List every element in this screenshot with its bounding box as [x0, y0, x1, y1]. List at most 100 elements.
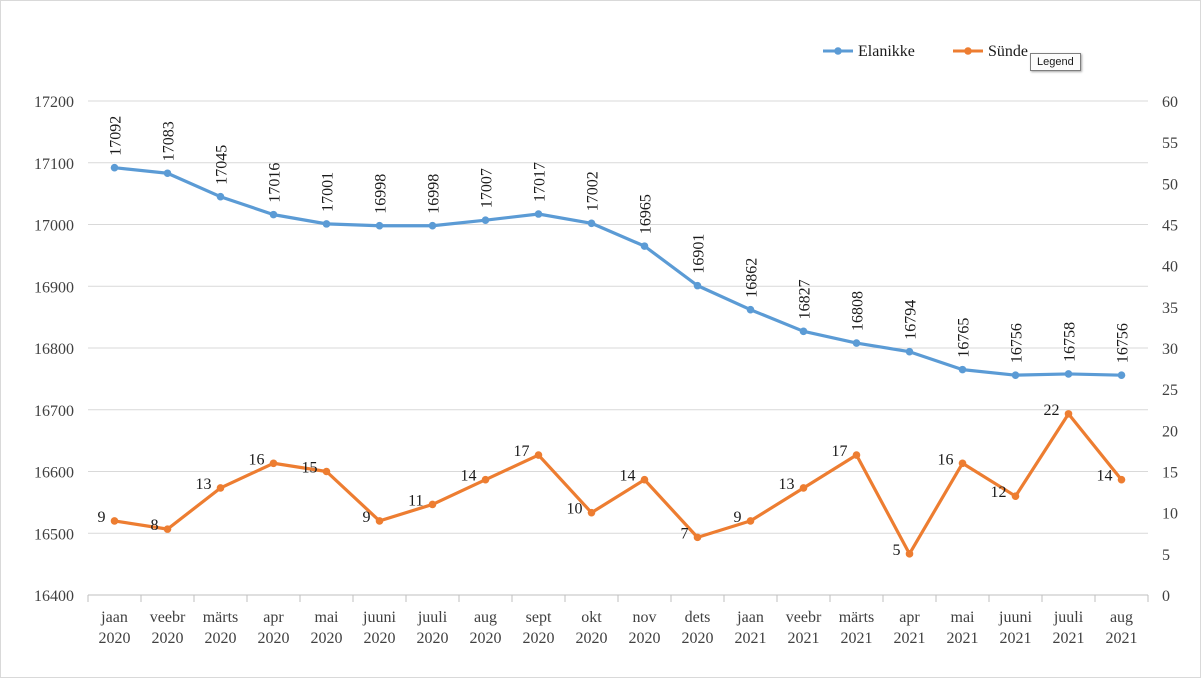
y-left-tick-label: 16400 — [34, 588, 74, 605]
series-line — [112, 166, 1124, 377]
x-tick-label: märts — [839, 609, 875, 626]
y-right-tick-label: 5 — [1162, 547, 1170, 564]
x-tick-label-year: 2021 — [788, 630, 820, 647]
population-data-label: 17001 — [320, 172, 337, 212]
data-point — [428, 500, 437, 509]
x-tick-label: juuli — [417, 609, 448, 626]
population-data-label: 17002 — [585, 171, 602, 211]
births-data-label: 13 — [196, 476, 212, 493]
legend-entry-label[interactable]: Elanikke — [858, 43, 915, 60]
x-tick-label: juuli — [1053, 609, 1084, 626]
legend-tooltip: Legend — [1030, 53, 1081, 71]
x-tick-label: dets — [685, 609, 711, 626]
x-tick-label-year: 2021 — [841, 630, 873, 647]
x-tick-label-year: 2021 — [1000, 630, 1032, 647]
x-tick-label-year: 2020 — [364, 630, 396, 647]
data-point — [375, 517, 384, 525]
data-point — [958, 459, 967, 468]
data-point — [905, 550, 914, 558]
data-point — [269, 210, 278, 219]
y-right-tick-label: 10 — [1162, 506, 1178, 523]
population-data-label: 17007 — [479, 168, 496, 208]
y-left-tick-label: 16900 — [34, 279, 74, 296]
data-point — [852, 339, 861, 347]
legend-swatch-marker — [964, 47, 972, 55]
population-data-label: 16965 — [638, 194, 655, 234]
data-point — [640, 475, 649, 484]
series-layer — [110, 163, 1126, 558]
population-data-label: 17017 — [532, 162, 549, 202]
births-data-label: 9 — [98, 509, 106, 526]
data-point — [1117, 475, 1126, 484]
x-tick-label: apr — [263, 609, 284, 626]
x-tick-label-year: 2020 — [258, 630, 290, 647]
x-tick-label-year: 2021 — [735, 630, 767, 647]
y-right-tick-label: 55 — [1162, 135, 1178, 152]
data-point — [428, 221, 437, 230]
y-right-tick-label: 30 — [1162, 341, 1178, 358]
data-point — [216, 484, 225, 492]
births-data-label: 17 — [832, 443, 848, 460]
x-tick-label: nov — [633, 609, 657, 626]
population-data-label: 16758 — [1062, 322, 1079, 362]
x-tick-label-year: 2020 — [576, 630, 608, 647]
births-data-label: 16 — [249, 451, 265, 468]
x-tick-label-year: 2021 — [1106, 630, 1138, 647]
x-tick-label-year: 2020 — [629, 630, 661, 647]
births-data-label: 10 — [567, 501, 583, 518]
births-data-label: 7 — [681, 525, 689, 542]
y-right-tick-label: 35 — [1162, 300, 1178, 317]
y-right-tick-label: 0 — [1162, 588, 1170, 605]
data-point — [852, 451, 861, 459]
x-tick-label-year: 2020 — [417, 630, 449, 647]
data-point — [905, 347, 914, 356]
x-tick-label-year: 2020 — [470, 630, 502, 647]
population-data-label: 16998 — [373, 174, 390, 214]
y-left-tick-label: 16500 — [34, 526, 74, 543]
y-left-tick-label: 16800 — [34, 341, 74, 358]
data-point — [746, 517, 755, 525]
x-tick-label-year: 2020 — [523, 630, 555, 647]
data-point — [1064, 370, 1073, 378]
x-tick-label-year: 2020 — [682, 630, 714, 647]
y-left-tick-label: 17100 — [34, 156, 74, 173]
population-data-label: 16901 — [691, 234, 708, 274]
births-data-label: 9 — [734, 509, 742, 526]
data-point — [640, 242, 649, 250]
population-data-label: 17045 — [214, 145, 231, 185]
x-tick-label: mai — [951, 609, 976, 626]
data-point — [481, 216, 490, 224]
population-data-label: 16794 — [903, 300, 920, 340]
x-tick-label-year: 2021 — [947, 630, 979, 647]
y-left-tick-label: 17200 — [34, 94, 74, 111]
y-left-tick-label: 17000 — [34, 218, 74, 235]
data-point — [1064, 410, 1073, 418]
x-tick-label: juuni — [998, 609, 1032, 626]
data-point — [958, 365, 967, 374]
data-point — [322, 467, 331, 476]
population-data-label: 17092 — [108, 116, 125, 156]
x-tick-label-year: 2020 — [152, 630, 184, 647]
data-point — [587, 219, 596, 228]
data-point — [375, 221, 384, 230]
data-point — [110, 517, 119, 525]
births-data-label: 11 — [408, 492, 423, 509]
legend-entry-label[interactable]: Sünde — [988, 43, 1028, 60]
data-point — [799, 327, 808, 336]
data-point — [799, 484, 808, 492]
x-tick-label-year: 2020 — [205, 630, 237, 647]
x-tick-label: juuni — [362, 609, 396, 626]
data-point — [693, 281, 702, 290]
births-data-label: 14 — [1097, 468, 1113, 485]
y-right-tick-label: 40 — [1162, 259, 1178, 276]
y-right-tick-label: 60 — [1162, 94, 1178, 111]
population-data-label: 16756 — [1115, 323, 1132, 363]
x-tick-label: apr — [899, 609, 920, 626]
legend[interactable]: Elanikke Sünde — [823, 43, 1028, 60]
x-tick-label: märts — [203, 609, 239, 626]
population-data-label: 16765 — [956, 318, 973, 358]
data-point — [481, 475, 490, 484]
population-data-label: 16808 — [850, 291, 867, 331]
